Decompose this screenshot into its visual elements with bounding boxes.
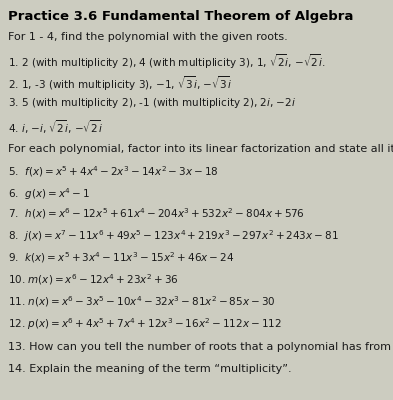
Text: 8.  $j(x) = x^7 - 11x^6 + 49x^5 - 123x^4 + 219x^3 - 297x^2 + 243x - 81$: 8. $j(x) = x^7 - 11x^6 + 49x^5 - 123x^4 … xyxy=(8,228,339,244)
Text: 14. Explain the meaning of the term “multiplicity”.: 14. Explain the meaning of the term “mul… xyxy=(8,364,292,374)
Text: 12. $p(x) = x^6 + 4x^5 + 7x^4 + 12x^3 - 16x^2 - 112x - 112$: 12. $p(x) = x^6 + 4x^5 + 7x^4 + 12x^3 - … xyxy=(8,316,282,332)
Text: 9.  $k(x) = x^5 + 3x^4 - 11x^3 - 15x^2 + 46x - 24$: 9. $k(x) = x^5 + 3x^4 - 11x^3 - 15x^2 + … xyxy=(8,250,234,265)
Text: 4. $i$, $-i$, $\sqrt{2}i$, $-\sqrt{2}i$: 4. $i$, $-i$, $\sqrt{2}i$, $-\sqrt{2}i$ xyxy=(8,118,103,136)
Text: For 1 - 4, find the polynomial with the given roots.: For 1 - 4, find the polynomial with the … xyxy=(8,32,288,42)
Text: For each polynomial, factor into its linear factorization and state all its root: For each polynomial, factor into its lin… xyxy=(8,144,393,154)
Text: 6.  $g(x) = x^4 - 1$: 6. $g(x) = x^4 - 1$ xyxy=(8,186,90,202)
Text: 10. $m(x) = x^6 - 12x^4 + 23x^2 + 36$: 10. $m(x) = x^6 - 12x^4 + 23x^2 + 36$ xyxy=(8,272,179,287)
Text: 11. $n(x) = x^6 - 3x^5 - 10x^4 - 32x^3 - 81x^2 - 85x - 30$: 11. $n(x) = x^6 - 3x^5 - 10x^4 - 32x^3 -… xyxy=(8,294,275,309)
Text: 2. 1, -3 (with multiplicity 3), $-1$, $\sqrt{3}i$, $-\sqrt{3}i$: 2. 1, -3 (with multiplicity 3), $-1$, $\… xyxy=(8,74,232,93)
Text: 7.  $h(x) = x^6 - 12x^5 + 61x^4 - 204x^3 + 532x^2 - 804x + 576$: 7. $h(x) = x^6 - 12x^5 + 61x^4 - 204x^3 … xyxy=(8,206,305,221)
Text: 1. 2 (with multiplicity 2), 4 (with multiplicity 3), 1, $\sqrt{2}i$, $-\sqrt{2}i: 1. 2 (with multiplicity 2), 4 (with mult… xyxy=(8,52,326,71)
Text: Practice 3.6 Fundamental Theorem of Algebra: Practice 3.6 Fundamental Theorem of Alge… xyxy=(8,10,353,23)
Text: 5.  $f(x) = x^5 + 4x^4 - 2x^3 - 14x^2 - 3x - 18$: 5. $f(x) = x^5 + 4x^4 - 2x^3 - 14x^2 - 3… xyxy=(8,164,219,179)
Text: 13. How can you tell the number of roots that a polynomial has from its equation: 13. How can you tell the number of roots… xyxy=(8,342,393,352)
Text: 3. 5 (with multiplicity 2), -1 (with multiplicity 2), $2i$, $-2i$: 3. 5 (with multiplicity 2), -1 (with mul… xyxy=(8,96,296,110)
